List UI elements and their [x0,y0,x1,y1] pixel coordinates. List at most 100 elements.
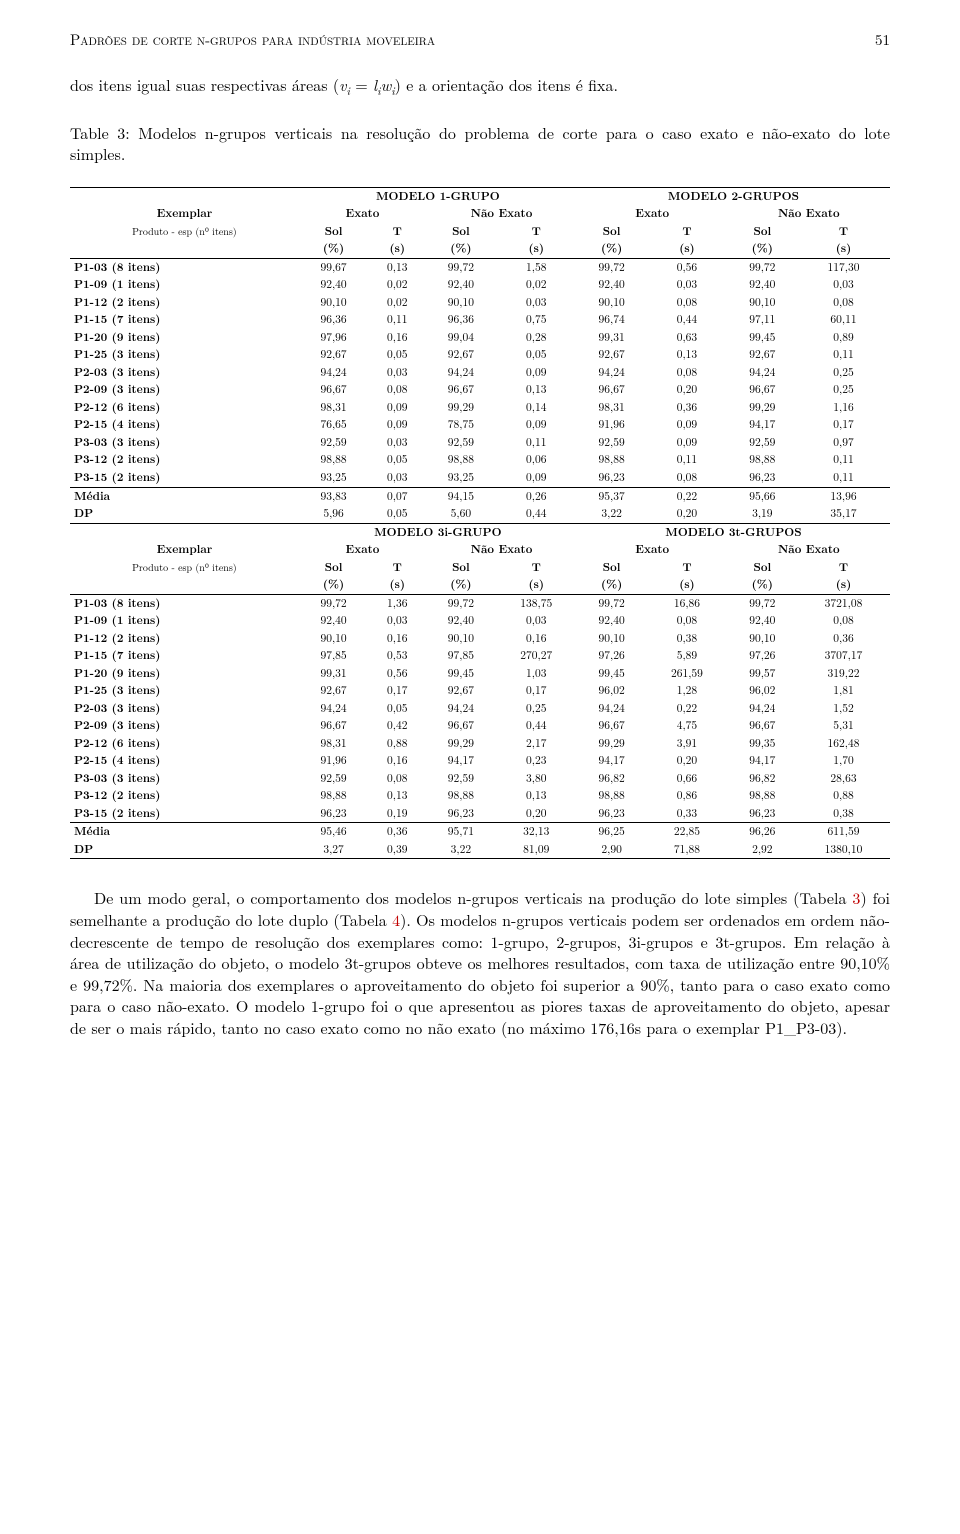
table-cell: 98,88 [728,451,798,469]
table-cell: 96,26 [728,823,798,841]
table-row-label: P2-12 (6 itens) [70,735,299,753]
table-cell: 96,67 [426,381,496,399]
table-cell: 99,72 [299,594,369,612]
table-cell: 90,10 [577,294,647,312]
unit-sec: (s) [368,240,426,258]
table-cell: 0,56 [646,258,727,276]
table-cell: 0,08 [368,381,426,399]
table-cell: 0,08 [646,294,727,312]
table-cell: 5,60 [426,505,496,523]
table-cell: 99,72 [577,594,647,612]
table-cell: 0,09 [646,416,727,434]
table-cell: 0,03 [368,364,426,382]
table-cell: 96,67 [728,381,798,399]
table-cell: 96,36 [426,311,496,329]
table-cell: 97,96 [299,329,369,347]
table-cell: 0,13 [368,787,426,805]
table-cell: 0,11 [496,434,577,452]
table-cell: 0,17 [368,682,426,700]
unit-pct: (%) [299,240,369,258]
col-sol: Sol [577,559,647,577]
table-cell: 0,08 [646,612,727,630]
table-row-label: P2-03 (3 itens) [70,700,299,718]
table-cell: 0,03 [496,294,577,312]
col-exato: Exato [299,541,426,559]
table-cell: 162,48 [797,735,890,753]
table-cell: 1,36 [368,594,426,612]
table-cell: 98,31 [577,399,647,417]
unit-pct: (%) [299,576,369,594]
table-cell: 0,36 [646,399,727,417]
table-cell: 0,05 [368,700,426,718]
table-cell: 0,03 [797,276,890,294]
table-cell: 0,03 [368,612,426,630]
table-cell: 0,05 [368,451,426,469]
table-cell: 97,85 [426,647,496,665]
table-cell: 92,67 [426,346,496,364]
col-t: T [368,559,426,577]
table-cell: 71,88 [646,841,727,859]
col-exato: Exato [577,205,728,223]
table-cell: 99,31 [577,329,647,347]
table-cell: 94,24 [728,700,798,718]
table-cell: 2,92 [728,841,798,859]
body-text-1: De um modo geral, o comportamento dos mo… [94,886,852,909]
table-cell: 0,66 [646,770,727,788]
table-cell: 96,82 [577,770,647,788]
col-nao-exato: Não Exato [728,541,890,559]
table-cell: 0,44 [496,505,577,523]
table-cell: 3,91 [646,735,727,753]
table-cell: 0,88 [368,735,426,753]
table-cell: 0,03 [368,434,426,452]
table-cell: 94,17 [426,752,496,770]
col-produto-esp: Produto - esp (n⁰ itens) [70,223,299,241]
table-cell: 96,74 [577,311,647,329]
table-cell: 0,02 [368,276,426,294]
page-number: 51 [875,30,890,50]
table-cell: 97,26 [728,647,798,665]
col-sol: Sol [426,559,496,577]
table-cell: 5,89 [646,647,727,665]
table-cell: 3,80 [496,770,577,788]
table-cell: 96,67 [426,717,496,735]
table-ref-4[interactable]: 4 [392,908,400,931]
unit-sec: (s) [797,240,890,258]
table-cell: 0,17 [797,416,890,434]
table-cell: 0,05 [368,346,426,364]
table-cell: 90,10 [728,630,798,648]
table-cell: 0,75 [496,311,577,329]
table-cell: 90,10 [299,294,369,312]
table-cell: 92,59 [299,434,369,452]
table-row-label: P2-15 (4 itens) [70,752,299,770]
table-cell: 96,23 [299,805,369,823]
table-row-label: P1-12 (2 itens) [70,630,299,648]
table-cell: 96,23 [577,469,647,487]
col-nao-exato: Não Exato [426,205,577,223]
table-cell: 99,29 [577,735,647,753]
intro-paragraph: dos itens igual suas respectivas áreas (… [70,74,890,99]
table-cell: 0,02 [496,276,577,294]
table-cell: 92,59 [577,434,647,452]
col-t: T [496,223,577,241]
table-cell: 0,25 [797,364,890,382]
table-cell: 0,20 [496,805,577,823]
table-row-label: P1-03 (8 itens) [70,594,299,612]
table-cell: 96,82 [728,770,798,788]
table-row-label: P2-09 (3 itens) [70,717,299,735]
table-cell: 99,72 [426,258,496,276]
table-cell: 1,81 [797,682,890,700]
table-cell: 0,08 [646,469,727,487]
table-cell: 0,09 [496,364,577,382]
table-cell: 91,96 [577,416,647,434]
table-cell: 92,59 [426,434,496,452]
running-head: Padrões de corte n-grupos para indústria… [70,30,890,50]
table-cell: 270,27 [496,647,577,665]
table-row-label: P1-12 (2 itens) [70,294,299,312]
col-sol: Sol [426,223,496,241]
table-cell: 5,96 [299,505,369,523]
table-cell: 95,46 [299,823,369,841]
table-row-label: P1-20 (9 itens) [70,665,299,683]
table-cell: 99,29 [426,399,496,417]
table-cell: 92,67 [299,682,369,700]
table-cell: 0,07 [368,487,426,505]
